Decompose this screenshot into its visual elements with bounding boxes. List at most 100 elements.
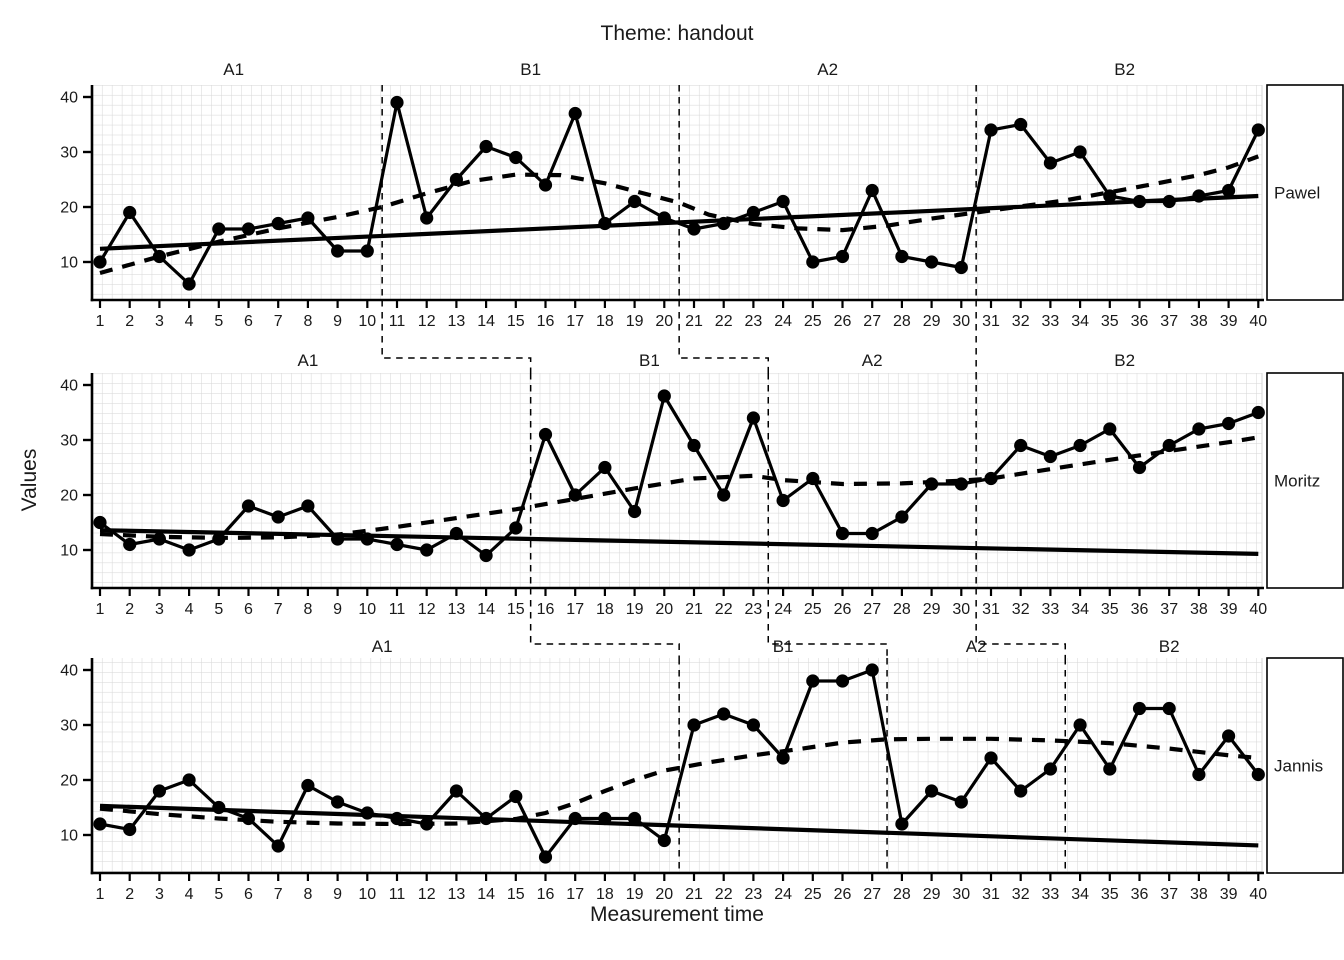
x-tick-label: 38: [1190, 313, 1208, 330]
data-point: [568, 106, 582, 121]
data-point: [449, 784, 463, 798]
data-point: [93, 515, 107, 530]
data-point: [746, 411, 761, 425]
data-point: [420, 211, 434, 225]
data-point: [687, 222, 701, 236]
data-point: [925, 255, 939, 269]
x-tick-label: 24: [774, 601, 792, 618]
data-point: [1162, 701, 1176, 716]
facet-strip: [1266, 84, 1344, 301]
data-point: [509, 789, 523, 804]
y-tick-label: 20: [60, 488, 78, 505]
data-point: [954, 477, 968, 491]
data-point: [954, 795, 968, 809]
data-point: [538, 850, 553, 864]
x-tick-label: 30: [952, 886, 970, 903]
data-point: [1043, 762, 1057, 776]
x-tick-label: 18: [596, 601, 614, 618]
data-point: [746, 718, 761, 732]
x-tick-label: 12: [418, 886, 436, 903]
x-tick-label: 5: [214, 601, 223, 618]
data-point: [1251, 767, 1265, 782]
data-point: [925, 784, 939, 798]
x-axis-title: Measurement time: [590, 903, 764, 926]
x-tick-label: 38: [1190, 601, 1208, 618]
smoother-dashed-line: [99, 154, 1260, 276]
data-point: [865, 183, 879, 198]
x-tick-label: 2: [125, 886, 134, 903]
data-point: [1222, 729, 1236, 743]
data-point: [509, 521, 523, 535]
x-tick-label: 22: [715, 313, 733, 330]
data-point: [865, 526, 879, 541]
data-point: [271, 839, 285, 853]
data-point: [538, 178, 553, 192]
x-tick-label: 18: [596, 313, 614, 330]
x-tick-label: 25: [804, 886, 822, 903]
data-point: [657, 389, 671, 403]
data-point: [806, 471, 820, 486]
x-tick-label: 7: [274, 886, 283, 903]
data-point: [865, 663, 879, 677]
data-point: [331, 532, 345, 546]
data-point: [1073, 145, 1087, 159]
data-line: [99, 394, 1259, 558]
data-point: [93, 255, 107, 269]
data-point: [123, 205, 137, 220]
data-point: [598, 216, 612, 231]
data-point: [152, 532, 166, 546]
x-tick-label: 10: [358, 886, 376, 903]
x-tick-label: 6: [244, 313, 253, 330]
data-point: [509, 150, 523, 165]
x-tick-label: 22: [715, 886, 733, 903]
y-tick-label: 40: [60, 663, 78, 680]
data-point: [212, 800, 226, 815]
x-tick-label: 16: [537, 313, 555, 330]
x-tick-label: 27: [863, 886, 881, 903]
data-point: [182, 773, 196, 787]
phase-label: B2: [1114, 351, 1135, 370]
data-line: [98, 100, 1260, 286]
x-tick-label: 14: [477, 313, 495, 330]
data-point: [835, 526, 850, 541]
phase-connector-line: [767, 588, 888, 658]
x-tick-label: 39: [1220, 601, 1238, 618]
x-tick-label: 3: [155, 313, 164, 330]
data-point: [1014, 438, 1028, 453]
x-tick-label: 40: [1249, 886, 1267, 903]
x-tick-label: 1: [96, 886, 105, 903]
data-point: [1103, 189, 1117, 203]
data-point: [984, 471, 998, 486]
x-tick-label: 8: [303, 886, 312, 903]
x-tick-label: 23: [745, 313, 763, 330]
y-tick-label: 10: [60, 255, 78, 272]
x-tick-label: 4: [185, 313, 194, 330]
x-tick-label: 23: [745, 601, 763, 618]
x-tick-label: 8: [303, 601, 312, 618]
x-tick-label: 40: [1249, 601, 1267, 618]
x-tick-label: 33: [1042, 313, 1060, 330]
x-tick-label: 35: [1101, 313, 1119, 330]
data-point: [1103, 762, 1117, 776]
x-tick-label: 14: [477, 601, 495, 618]
x-tick-label: 26: [834, 313, 852, 330]
data-point: [212, 532, 226, 546]
data-point: [1162, 438, 1176, 453]
phase-connector-line: [529, 588, 680, 658]
facet-strip-label: Pawel: [1274, 184, 1320, 203]
x-tick-label: 37: [1160, 886, 1178, 903]
phase-label: A2: [817, 60, 838, 79]
data-point: [1132, 701, 1147, 716]
x-tick-label: 1: [96, 601, 105, 618]
data-point: [746, 205, 761, 220]
x-tick-label: 9: [333, 313, 342, 330]
data-point: [301, 499, 315, 513]
data-point: [301, 778, 315, 793]
x-tick-label: 20: [655, 601, 673, 618]
x-tick-label: 25: [804, 601, 822, 618]
data-point: [598, 811, 612, 826]
x-tick-label: 32: [1012, 313, 1030, 330]
data-point: [568, 488, 582, 502]
